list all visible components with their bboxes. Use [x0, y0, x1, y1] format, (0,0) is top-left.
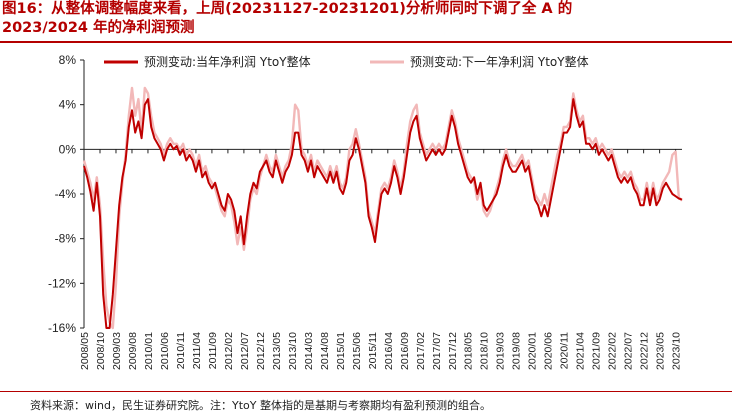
x-tick-label: 2016/04: [383, 332, 395, 370]
x-tick-label: 2017/02: [415, 332, 427, 370]
x-tick-label: 2018/10: [479, 332, 491, 370]
x-tick-label: 2022/12: [639, 332, 651, 370]
x-tick-label: 2013/10: [287, 332, 299, 370]
x-tick-label: 2020/06: [543, 332, 555, 370]
series-line-next-year: [82, 86, 683, 330]
chart-title: 图16：从整体调整幅度来看，上周(20231127-20231201)分析师同时…: [2, 0, 728, 38]
title-divider: [0, 41, 732, 43]
legend-item-next-year: 预测变动:下一年净利润 YtoY整体: [370, 54, 589, 69]
chart-title-line2: 2023/2024 年的净利润预测: [2, 20, 195, 36]
source-divider: [0, 391, 732, 392]
chart-axes: 8% 4% 0% -4% -8% -12% -16%2008/05 2008/10 2009/0…: [48, 53, 683, 370]
x-tick-label: 2020/11: [559, 332, 571, 369]
x-tick-label: 2012/12: [255, 332, 267, 370]
y-tick-label: -16%: [48, 321, 76, 335]
x-tick-label: 2012/02: [223, 332, 235, 370]
chart-legend: 预测变动:当年净利润 YtoY整体 预测变动:下一年净利润 YtoY整体: [104, 54, 589, 69]
x-tick-label: 2015/06: [351, 332, 363, 370]
x-tick-label: 2023/10: [671, 332, 683, 370]
chart-title-line1: 图16：从整体调整幅度来看，上周(20231127-20231201)分析师同时…: [2, 1, 573, 17]
x-tick-label: 2015/01: [335, 332, 347, 370]
y-tick-label: -12%: [48, 276, 76, 290]
x-tick-label: 2021/04: [575, 332, 587, 370]
x-tick-label: 2014/03: [303, 332, 315, 370]
x-tick-label: 2009/03: [111, 332, 123, 370]
x-tick-label: 2015/11: [367, 332, 379, 369]
x-tick-label: 2019/08: [511, 332, 523, 370]
x-tick-label: 2022/02: [607, 332, 619, 370]
x-tick-label: 2014/08: [319, 332, 331, 370]
series-line-current-year: [83, 98, 683, 329]
legend-label: 预测变动:下一年净利润 YtoY整体: [410, 54, 589, 69]
x-tick-label: 2011/04: [191, 332, 203, 369]
y-tick-label: -4%: [55, 187, 77, 201]
x-tick-label: 2017/07: [431, 332, 443, 370]
x-tick-label: 2012/07: [239, 332, 251, 370]
legend-item-current-year: 预测变动:当年净利润 YtoY整体: [104, 54, 311, 69]
x-tick-label: 2010/06: [159, 332, 171, 370]
x-tick-label: 2020/01: [527, 332, 539, 370]
x-tick-label: 2019/03: [495, 332, 507, 370]
series-layer: [82, 86, 683, 330]
x-tick-label: 2010/11: [175, 332, 187, 369]
x-tick-label: 2018/05: [463, 332, 475, 370]
legend-label: 预测变动:当年净利润 YtoY整体: [144, 54, 311, 69]
y-tick-label: 4%: [59, 98, 77, 112]
x-tick-label: 2010/01: [143, 332, 155, 370]
x-tick-label: 2016/09: [399, 332, 411, 370]
x-tick-label: 2009/08: [127, 332, 139, 370]
x-tick-label: 2008/10: [95, 332, 107, 370]
x-tick-label: 2023/05: [655, 332, 667, 370]
y-tick-label: 8%: [59, 53, 77, 67]
x-tick-label: 2021/09: [591, 332, 603, 370]
source-note: 资料来源：wind，民生证券研究院。注：YtoY 整体指的是基期与考察期均有盈利…: [30, 399, 491, 412]
x-tick-label: 2017/12: [447, 332, 459, 370]
x-tick-label: 2011/09: [207, 332, 219, 369]
x-tick-label: 2022/07: [623, 332, 635, 370]
y-tick-label: -8%: [55, 232, 77, 246]
y-tick-label: 0%: [59, 142, 77, 156]
x-tick-label: 2008/05: [79, 332, 91, 370]
x-tick-label: 2013/05: [271, 332, 283, 370]
